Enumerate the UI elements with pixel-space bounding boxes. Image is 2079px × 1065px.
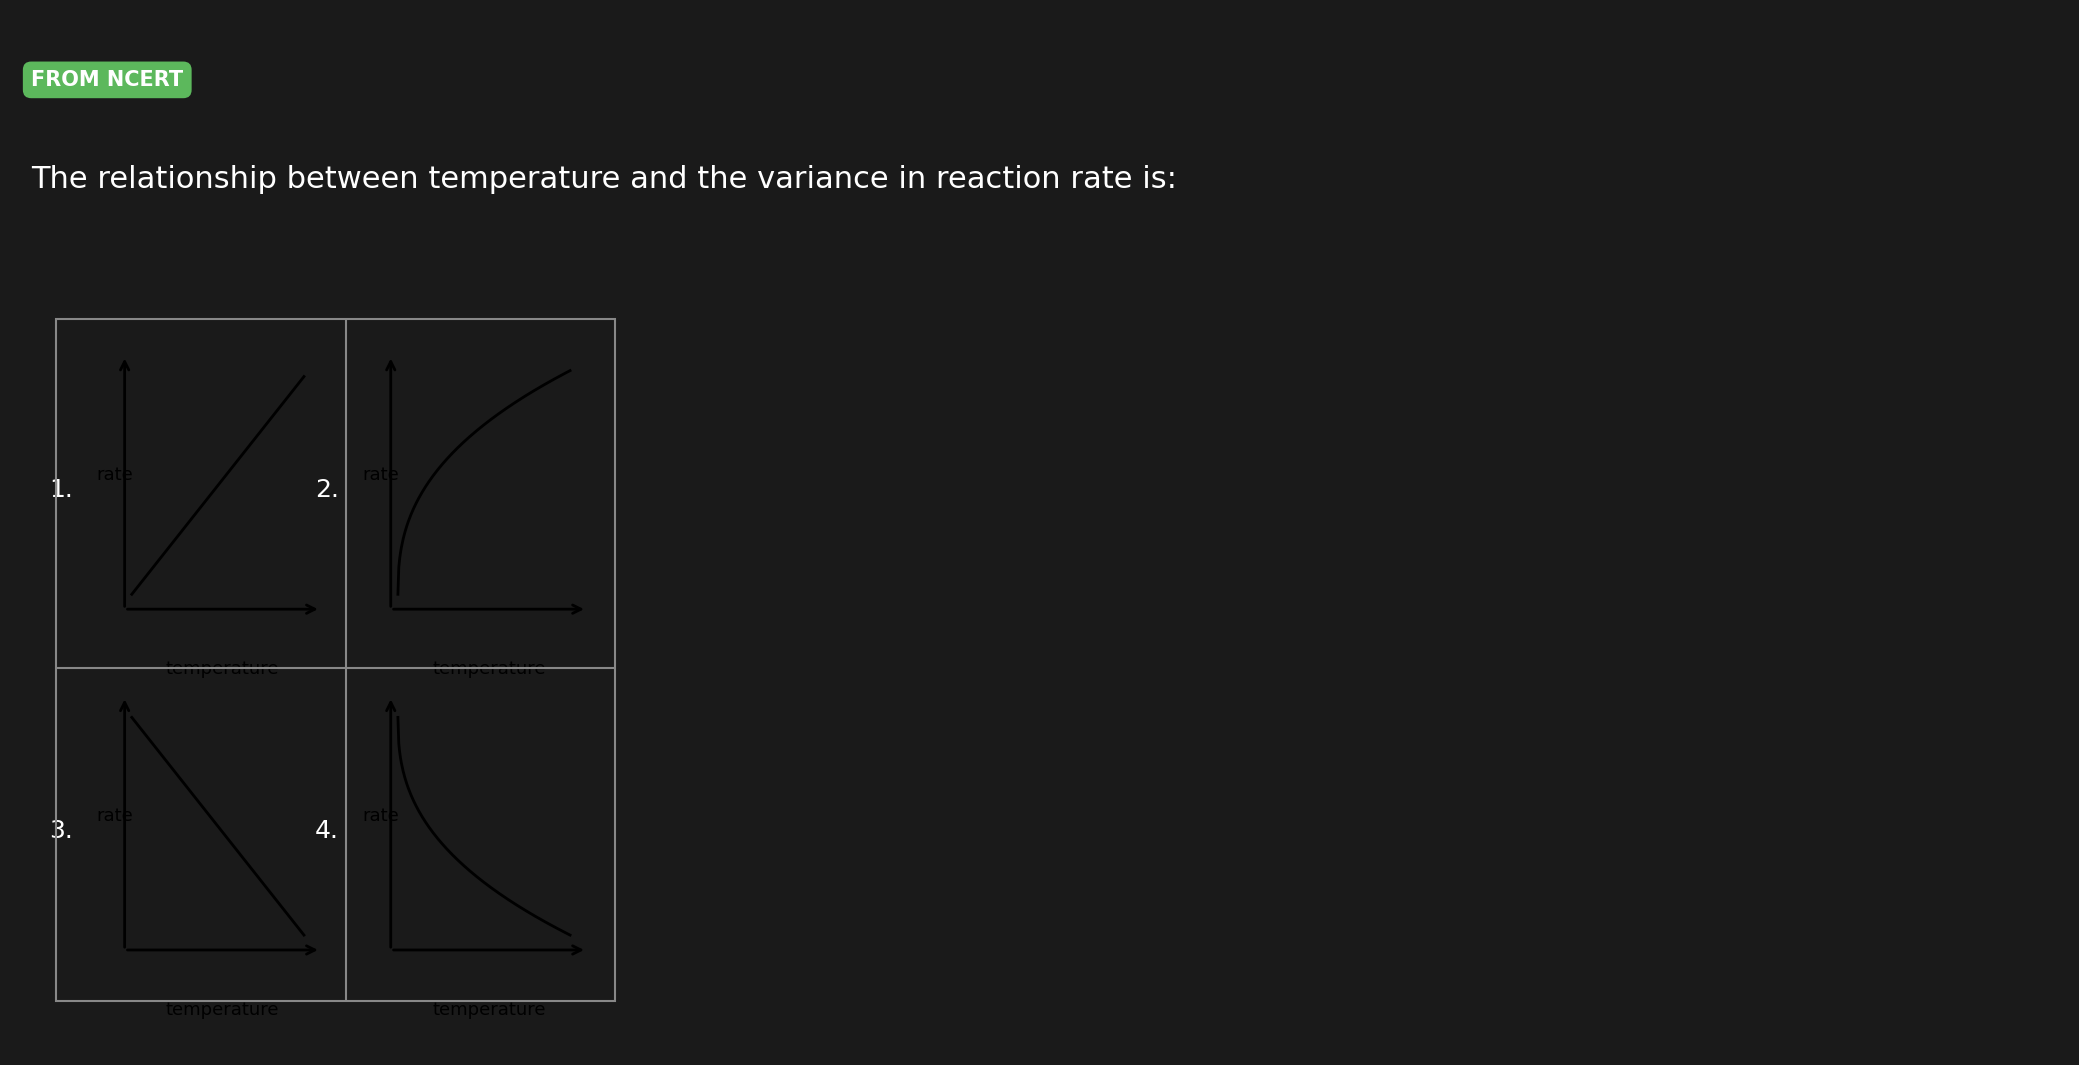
Text: temperature: temperature <box>166 1001 279 1019</box>
Text: rate: rate <box>362 466 399 484</box>
Text: rate: rate <box>96 807 133 824</box>
Text: temperature: temperature <box>166 660 279 678</box>
Text: temperature: temperature <box>432 1001 545 1019</box>
Text: 3.: 3. <box>50 819 73 842</box>
Text: rate: rate <box>96 466 133 484</box>
Text: rate: rate <box>362 807 399 824</box>
Text: 4.: 4. <box>314 819 339 842</box>
Text: 2.: 2. <box>314 478 339 502</box>
Text: temperature: temperature <box>432 660 545 678</box>
Text: FROM NCERT: FROM NCERT <box>31 70 183 89</box>
Text: 1.: 1. <box>50 478 73 502</box>
Text: The relationship between temperature and the variance in reaction rate is:: The relationship between temperature and… <box>31 165 1177 194</box>
